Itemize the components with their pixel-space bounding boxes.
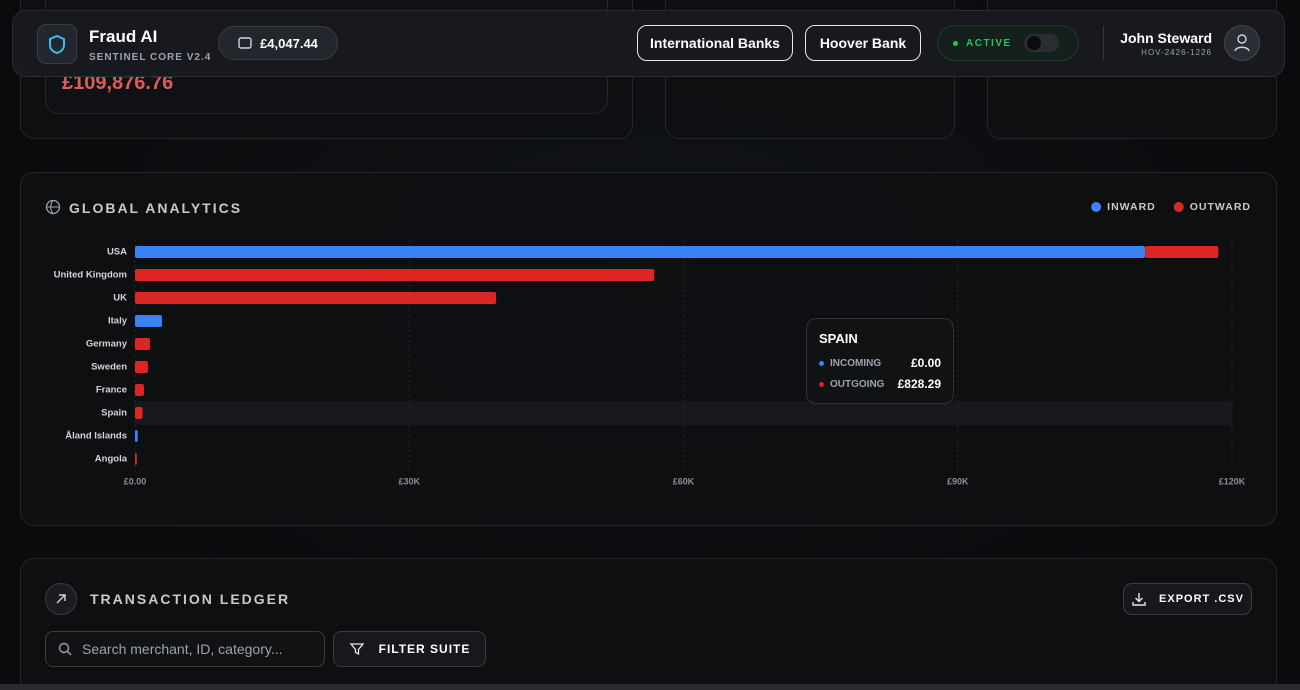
legend-label: INWARD <box>1107 201 1156 213</box>
summary-amount: £109,876.76 <box>62 72 174 94</box>
arrow-icon <box>56 594 66 604</box>
status-chip: ACTIVE <box>937 25 1079 61</box>
y-tick-label: France <box>96 385 127 396</box>
y-tick-label: Germany <box>86 339 128 350</box>
bar-chart: £0.00 £30K £60K £90K £120K USA United Kingdom U… <box>54 201 1251 487</box>
filter-button[interactable]: FILTER SUITE <box>333 631 486 667</box>
ledger-card <box>20 558 1277 690</box>
bar <box>135 246 1146 258</box>
user-name: John Steward <box>1120 30 1212 46</box>
tooltip-row: OUTGOING £828.29 <box>819 377 941 391</box>
x-tick-label: £90K <box>947 476 969 486</box>
x-tick-label: £0.00 <box>124 476 147 486</box>
x-tick-label: £30K <box>398 476 420 486</box>
y-tick-label: Åland Islands <box>65 431 127 442</box>
legend: OUTWARD INWARD <box>1091 201 1251 213</box>
y-tick-label: Spain <box>101 408 127 419</box>
ledger-icon <box>45 583 77 615</box>
dot <box>819 360 824 366</box>
user-icon <box>1234 34 1250 52</box>
download <box>1132 593 1146 606</box>
y-tick-label: USA <box>107 247 127 258</box>
bar <box>135 315 162 327</box>
y-tick-label: Angola <box>95 454 128 465</box>
bar <box>135 384 144 396</box>
export-button[interactable]: EXPORT .CSV <box>1123 583 1252 615</box>
tooltip-label: OUTGOING <box>830 378 885 390</box>
avatar[interactable] <box>1224 25 1260 61</box>
bank-button[interactable]: Hoover Bank <box>805 25 921 61</box>
bank-button[interactable]: International Banks <box>637 25 793 61</box>
shield <box>49 34 65 55</box>
tooltip-label: INCOMING <box>830 357 882 369</box>
filter-text: FILTER SUITE <box>378 642 471 656</box>
legend-dot <box>1173 202 1184 212</box>
lens <box>58 642 70 654</box>
wallet <box>238 37 252 49</box>
tooltip-title: SPAIN <box>819 331 858 346</box>
globe-icon <box>45 199 61 215</box>
status-dot <box>953 41 958 46</box>
toggle[interactable] <box>1024 34 1059 52</box>
tooltip-value: £0.00 <box>910 356 941 370</box>
balance: £4,047.44 <box>260 35 318 51</box>
download-icon <box>1132 593 1146 606</box>
balance-chip[interactable]: £4,047.44 <box>218 26 338 60</box>
wallet-icon <box>238 37 252 49</box>
handle <box>67 651 72 656</box>
shield-icon <box>49 34 65 55</box>
brand-subtitle: SENTINEL CORE V2.4 <box>89 52 212 63</box>
tooltip-row: INCOMING £0.00 <box>819 356 941 370</box>
scrollbar <box>0 684 1300 690</box>
tooltip: SPAIN INCOMING £0.00 OUTGOING £828.29 <box>806 318 954 404</box>
x-tick-label: £120K <box>1219 476 1246 486</box>
toggle-knob <box>1027 36 1041 50</box>
bar <box>1145 246 1219 258</box>
filter-icon <box>349 643 364 656</box>
dot <box>819 381 824 387</box>
x-tick-label: £60K <box>673 476 695 486</box>
legend-label: OUTWARD <box>1190 201 1251 213</box>
funnel <box>349 643 364 656</box>
body-shape <box>1234 46 1250 52</box>
legend-dot <box>1091 202 1102 212</box>
bar <box>135 269 655 281</box>
y-tick-label: Sweden <box>91 362 127 373</box>
search-placeholder: Search merchant, ID, category... <box>82 641 283 657</box>
globe-lines <box>47 200 59 214</box>
brand: Fraud AI <box>89 27 158 46</box>
head <box>1237 34 1247 44</box>
y-tick-label: UK <box>113 293 127 304</box>
bar <box>135 338 150 350</box>
analytics-title: GLOBAL ANALYTICS <box>69 200 243 216</box>
bar <box>135 292 497 304</box>
analytics-card <box>20 172 1277 526</box>
status-text: ACTIVE <box>966 38 1012 49</box>
ledger-title: TRANSACTION LEDGER <box>90 591 291 607</box>
tooltip-value: £828.29 <box>897 377 941 391</box>
arrow <box>56 594 66 604</box>
search-box[interactable]: Search merchant, ID, category... <box>45 631 325 667</box>
export-text: EXPORT .CSV <box>1159 593 1244 605</box>
bar <box>135 361 148 373</box>
logo <box>37 24 77 64</box>
bar <box>135 430 138 442</box>
search-icon <box>58 642 72 656</box>
divider <box>1103 26 1104 60</box>
user-id: HOV-2426-1226 <box>1141 48 1212 57</box>
bar <box>135 407 143 419</box>
bar <box>135 453 137 465</box>
y-tick-label: Italy <box>108 316 128 327</box>
y-tick-label: United Kingdom <box>54 270 127 281</box>
